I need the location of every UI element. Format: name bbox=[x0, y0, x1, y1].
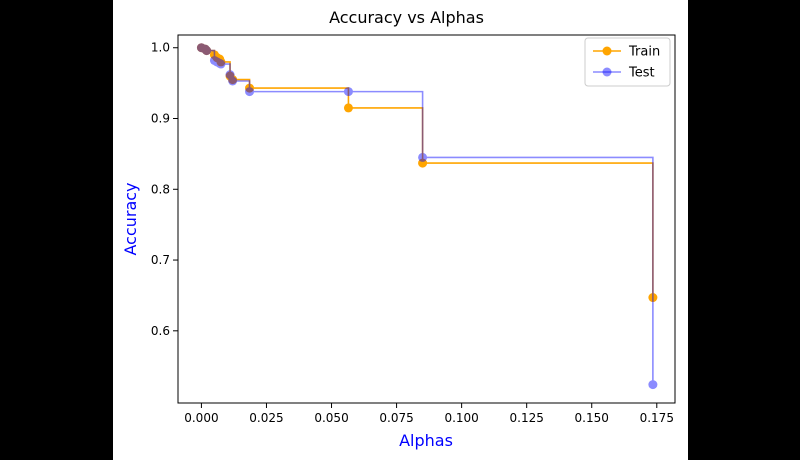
data-point bbox=[418, 152, 428, 162]
x-tick-label: 0.050 bbox=[314, 411, 348, 425]
series-line bbox=[201, 46, 654, 385]
y-axis-label: Accuracy bbox=[121, 182, 140, 255]
data-point bbox=[202, 46, 212, 56]
y-tick-label: 1.0 bbox=[151, 41, 170, 55]
legend-label: Test bbox=[628, 66, 655, 81]
data-point bbox=[228, 76, 238, 86]
x-tick-label: 0.075 bbox=[379, 411, 413, 425]
data-point bbox=[196, 43, 206, 53]
data-point bbox=[212, 57, 222, 67]
data-point bbox=[648, 380, 658, 390]
data-point bbox=[343, 103, 353, 113]
data-point bbox=[216, 57, 226, 67]
data-point bbox=[228, 75, 238, 85]
plot-area-frame bbox=[177, 34, 676, 404]
x-tick-label: 0.175 bbox=[640, 411, 674, 425]
y-tick-label: 0.8 bbox=[151, 182, 170, 196]
legend-item: Train bbox=[593, 45, 660, 60]
x-tick-label: 0.150 bbox=[575, 411, 609, 425]
legend-marker bbox=[602, 46, 612, 56]
y-tick-label: 0.6 bbox=[151, 324, 170, 338]
series-layer bbox=[196, 43, 658, 390]
data-point bbox=[216, 59, 226, 69]
y-axis-ticks: 0.6 0.7 0.8 0.9 1.0 bbox=[151, 41, 178, 338]
x-tick-label: 0.100 bbox=[444, 411, 478, 425]
y-tick-label: 0.9 bbox=[151, 112, 170, 126]
series-test bbox=[196, 43, 658, 390]
accuracy-vs-alphas-chart: Accuracy vs Alphas 0.000 0.025 0.050 0.075 0… bbox=[121, 8, 676, 450]
data-point bbox=[245, 87, 255, 97]
legend: Train Test bbox=[584, 37, 671, 87]
y-tick-label: 0.7 bbox=[151, 253, 170, 267]
legend-label: Train bbox=[628, 45, 660, 60]
chart-title: Accuracy vs Alphas bbox=[329, 8, 484, 27]
x-tick-label: 0.125 bbox=[510, 411, 544, 425]
x-axis-ticks: 0.000 0.025 0.050 0.075 0.100 0.125 0.150 0.175 bbox=[184, 403, 674, 425]
data-point bbox=[209, 55, 219, 65]
data-point bbox=[200, 44, 210, 54]
data-point bbox=[245, 83, 255, 93]
data-point bbox=[225, 70, 235, 80]
data-point bbox=[215, 58, 225, 68]
x-tick-label: 0.025 bbox=[249, 411, 283, 425]
data-point bbox=[648, 293, 658, 303]
data-point bbox=[202, 46, 212, 56]
data-point bbox=[343, 87, 353, 97]
data-point bbox=[418, 158, 428, 168]
series-train bbox=[196, 43, 658, 303]
x-tick-label: 0.000 bbox=[184, 411, 218, 425]
chart-figure: Accuracy vs Alphas 0.000 0.025 0.050 0.075 0… bbox=[113, 0, 688, 460]
legend-marker bbox=[602, 67, 612, 77]
legend-item: Test bbox=[593, 66, 655, 81]
x-axis-label: Alphas bbox=[399, 431, 453, 450]
